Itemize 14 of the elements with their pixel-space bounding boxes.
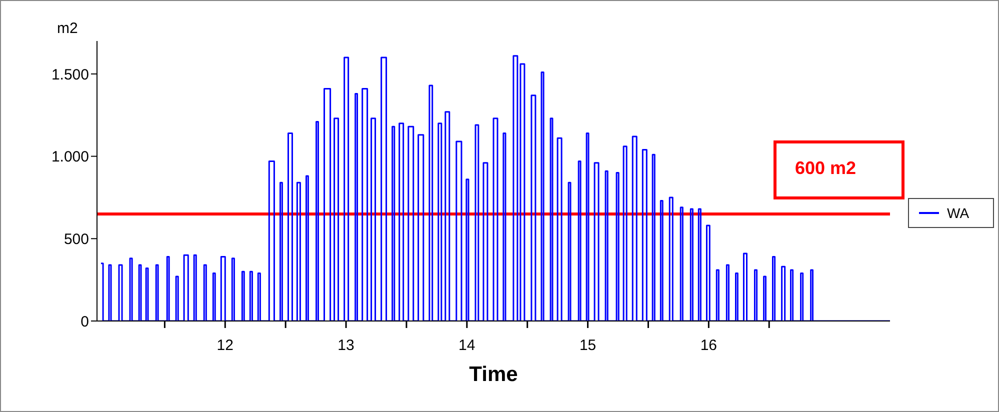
x-tick-label: 16 xyxy=(700,337,718,354)
legend-label: WA xyxy=(947,205,970,221)
y-tick-label: 1.000 xyxy=(51,148,89,166)
x-tick-label: 13 xyxy=(338,337,354,354)
y-tick-label: 1.500 xyxy=(51,66,89,84)
y-axis-title: m2 xyxy=(57,20,78,37)
x-axis-title: Time xyxy=(469,363,518,386)
y-tick-label: 0 xyxy=(80,313,89,330)
x-tick-label: 14 xyxy=(458,337,476,354)
ref-line-label: 600 m2 xyxy=(795,158,856,178)
x-tick-label: 12 xyxy=(216,337,234,354)
x-tick-label: 15 xyxy=(579,337,596,354)
label-box: 600 m2 xyxy=(774,140,904,200)
y-tick-label: 500 xyxy=(64,230,89,248)
